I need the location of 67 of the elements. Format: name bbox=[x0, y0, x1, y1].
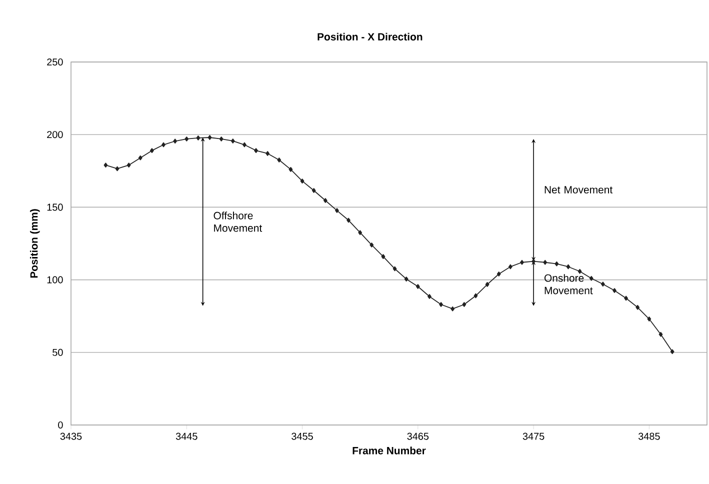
point bbox=[370, 242, 374, 248]
point bbox=[196, 135, 200, 140]
annotation: Net Movement bbox=[544, 186, 613, 194]
y-tick-label: 200 bbox=[47, 131, 63, 138]
point bbox=[288, 167, 293, 172]
y-axis-title: Position (mm) bbox=[30, 209, 40, 278]
x-tick-label: 3485 bbox=[638, 432, 660, 440]
point bbox=[485, 282, 490, 287]
point bbox=[450, 306, 455, 312]
x-axis-title: Frame Number bbox=[352, 446, 426, 454]
point bbox=[300, 178, 304, 184]
point bbox=[266, 151, 270, 156]
point bbox=[115, 166, 120, 172]
chart-title: Position - X Direction bbox=[318, 32, 422, 41]
x-tick-label: 3445 bbox=[176, 432, 198, 440]
point bbox=[647, 316, 652, 322]
point bbox=[104, 162, 108, 168]
point bbox=[589, 276, 594, 281]
annotation: Onshore Movement bbox=[544, 274, 593, 294]
x-tick-label: 3435 bbox=[60, 432, 82, 440]
point bbox=[404, 276, 408, 282]
x-tick-label: 3455 bbox=[292, 432, 313, 440]
point bbox=[520, 260, 524, 265]
point bbox=[184, 136, 189, 142]
point bbox=[381, 254, 386, 260]
point bbox=[230, 138, 235, 144]
point bbox=[208, 135, 212, 140]
point bbox=[173, 138, 178, 144]
point bbox=[254, 148, 258, 154]
x-tick-label: 3475 bbox=[522, 432, 544, 440]
point bbox=[578, 268, 582, 274]
x-tick-label: 3465 bbox=[407, 432, 429, 440]
point bbox=[566, 264, 570, 270]
point bbox=[670, 349, 674, 354]
y-tick-label: 50 bbox=[52, 348, 63, 356]
point bbox=[126, 162, 131, 168]
point bbox=[624, 296, 628, 301]
point bbox=[496, 272, 501, 276]
point bbox=[323, 198, 328, 203]
point bbox=[462, 302, 466, 307]
point bbox=[242, 142, 246, 148]
point bbox=[636, 304, 640, 310]
point bbox=[277, 158, 282, 162]
point bbox=[554, 261, 559, 266]
point bbox=[474, 293, 478, 298]
point bbox=[612, 288, 616, 293]
point bbox=[508, 264, 512, 270]
point bbox=[346, 218, 350, 223]
point bbox=[416, 284, 420, 289]
point bbox=[392, 266, 397, 272]
annotation: Offshore Movement bbox=[214, 212, 262, 232]
point bbox=[428, 294, 432, 299]
point bbox=[219, 136, 224, 142]
y-tick-label: 0 bbox=[58, 421, 63, 429]
point bbox=[162, 142, 166, 148]
y-tick-label: 100 bbox=[47, 276, 63, 284]
point bbox=[658, 332, 663, 337]
y-tick-label: 250 bbox=[47, 58, 63, 66]
point bbox=[138, 155, 142, 160]
point bbox=[543, 260, 548, 265]
y-tick-label: 150 bbox=[47, 204, 63, 211]
point bbox=[439, 302, 443, 307]
point bbox=[335, 208, 339, 213]
point bbox=[600, 282, 605, 287]
point bbox=[150, 148, 154, 154]
point bbox=[312, 188, 316, 193]
point bbox=[358, 230, 362, 236]
